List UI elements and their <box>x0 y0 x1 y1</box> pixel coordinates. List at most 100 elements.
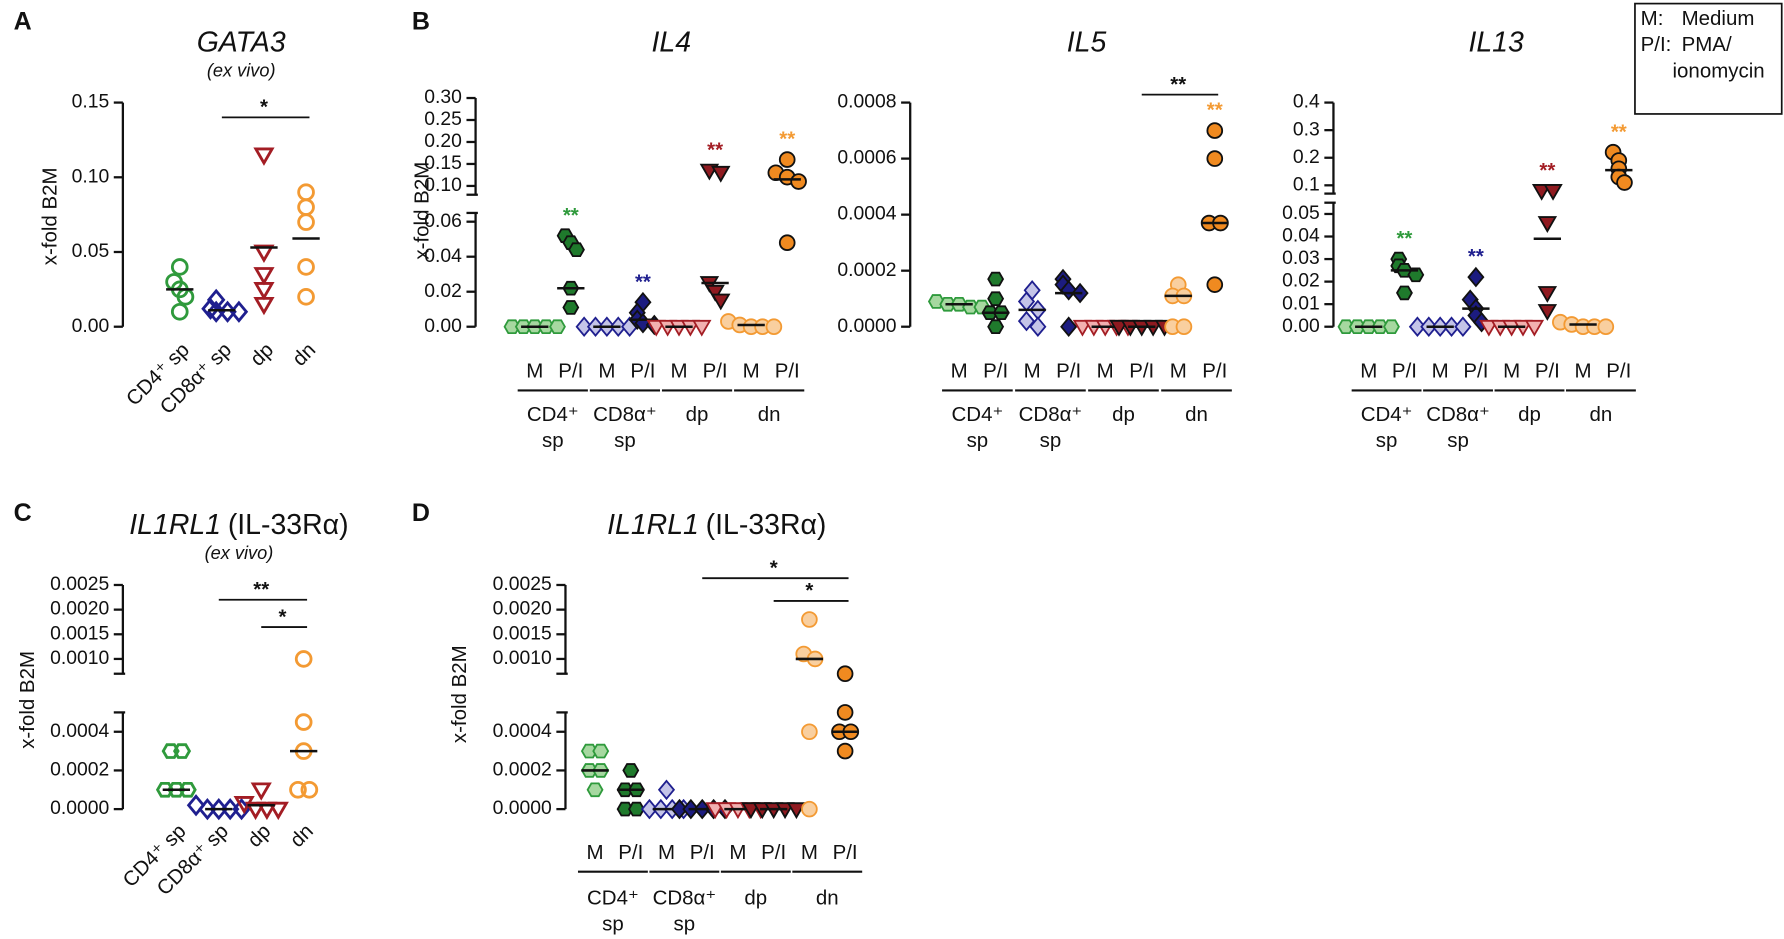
data-point <box>253 244 275 263</box>
chart-title: GATA3 <box>197 26 286 58</box>
x-category-label: dn <box>288 338 320 370</box>
data-point <box>1175 318 1193 335</box>
data-point <box>1206 276 1224 293</box>
x-category-label: dp <box>243 820 275 852</box>
x-tick-label: M <box>658 841 675 864</box>
y-tick-label: 0.0008 <box>837 91 896 113</box>
data-point <box>711 165 731 183</box>
data-point <box>801 611 818 628</box>
legend-box <box>1634 2 1783 115</box>
data-point <box>155 781 175 798</box>
data-point <box>1060 279 1078 301</box>
x-category-label: dn <box>285 820 317 852</box>
data-point <box>256 801 278 821</box>
group-label: sp <box>1040 429 1062 452</box>
data-point <box>1537 304 1558 321</box>
bracket-label: * <box>805 579 813 602</box>
title-suffix: (IL-33Rα) <box>228 508 349 540</box>
group-label: sp <box>967 429 989 452</box>
data-point <box>253 282 275 301</box>
y-axis-label: x-fold B2M <box>411 162 434 260</box>
y-tick-label: 0.04 <box>1282 225 1320 247</box>
data-point <box>657 779 676 801</box>
data-point <box>297 213 315 231</box>
x-tick-label: P/I <box>983 360 1008 383</box>
group-label: CD4⁺ <box>527 403 579 426</box>
group-label: sp <box>614 429 636 452</box>
y-tick-label: 0.05 <box>72 240 110 262</box>
legend-text: ionomycin <box>1673 59 1765 82</box>
y-tick-label: 0.2 <box>1293 146 1320 168</box>
y-tick-label: 0.0025 <box>493 573 552 595</box>
panel-label: C <box>14 499 32 527</box>
data-point <box>294 650 313 668</box>
data-point <box>628 801 645 817</box>
x-tick-label: P/I <box>1463 360 1488 383</box>
data-point <box>801 800 818 818</box>
group-label: CD8α⁺ <box>653 886 717 909</box>
data-point <box>836 704 854 721</box>
data-point <box>592 743 610 759</box>
data-point <box>294 713 313 731</box>
y-tick-label: 0.4 <box>1293 91 1320 113</box>
data-point <box>253 267 275 286</box>
data-point <box>622 763 640 778</box>
data-point <box>778 151 796 168</box>
data-point <box>253 147 275 166</box>
bracket-label: ** <box>1170 73 1186 96</box>
legend-text: Medium <box>1682 7 1755 30</box>
chart-panel: IL5 0.0000 0.0002 0.0004 0.0006 0.0008 M P/I CD4… <box>837 26 1232 452</box>
bracket-label: * <box>770 556 778 579</box>
group-label: dp <box>744 886 767 909</box>
chart-panel: C IL1RL1 (IL-33Rα) (ex vivo) x-fold B2M 0.000… <box>14 499 349 900</box>
group-label: dn <box>1590 403 1613 426</box>
x-tick-label: P/I <box>775 360 800 383</box>
group-label: dn <box>758 403 781 426</box>
y-tick-label: 0.0004 <box>50 720 109 742</box>
title-gene: GATA3 <box>197 26 286 58</box>
y-tick-label: 0.0004 <box>837 203 896 225</box>
y-tick-label: 0.25 <box>424 108 462 130</box>
chart-panel: IL13 0.000.010.020.030.040.05 0.1 0.2 0.3 0.4… <box>1282 26 1636 452</box>
data-point <box>562 300 580 315</box>
data-point <box>801 723 818 740</box>
group-label: CD4⁺ <box>952 403 1004 426</box>
x-tick-label: P/I <box>1606 360 1631 383</box>
x-tick-label: M <box>670 360 687 383</box>
x-tick-label: M <box>1170 360 1187 383</box>
data-point <box>250 782 272 801</box>
title-gene: IL5 <box>1067 26 1107 58</box>
data-point <box>170 303 189 321</box>
group-label: sp <box>602 913 624 936</box>
data-point <box>289 781 307 799</box>
y-tick-label: 0.00 <box>72 315 110 337</box>
y-tick-label: 0.0015 <box>50 622 109 644</box>
y-tick-label: 0.0000 <box>493 797 552 819</box>
significance: ** <box>563 204 579 227</box>
title-suffix: (IL-33Rα) <box>706 508 827 540</box>
data-point <box>640 798 659 820</box>
group-label: dp <box>1518 403 1541 426</box>
data-point <box>1383 319 1400 335</box>
data-point <box>549 319 566 335</box>
data-point <box>778 234 796 251</box>
x-tick-label: P/I <box>558 360 583 383</box>
significance: ** <box>1611 120 1627 143</box>
data-point <box>1072 319 1093 337</box>
bracket-label: ** <box>253 578 269 601</box>
significance: ** <box>1396 227 1412 250</box>
y-tick-label: 0.0020 <box>493 598 552 620</box>
group-label: dp <box>1112 403 1135 426</box>
data-point <box>790 173 807 190</box>
y-tick-label: 0.02 <box>1282 270 1320 292</box>
data-point <box>1109 319 1129 337</box>
y-tick-label: 0.0015 <box>493 622 552 644</box>
y-axis-label: x-fold B2M <box>39 167 62 265</box>
data-point <box>836 742 854 760</box>
group-label: dp <box>686 403 709 426</box>
group-label: sp <box>542 429 564 452</box>
data-point <box>786 802 807 820</box>
y-tick-label: 0.0020 <box>50 598 109 620</box>
